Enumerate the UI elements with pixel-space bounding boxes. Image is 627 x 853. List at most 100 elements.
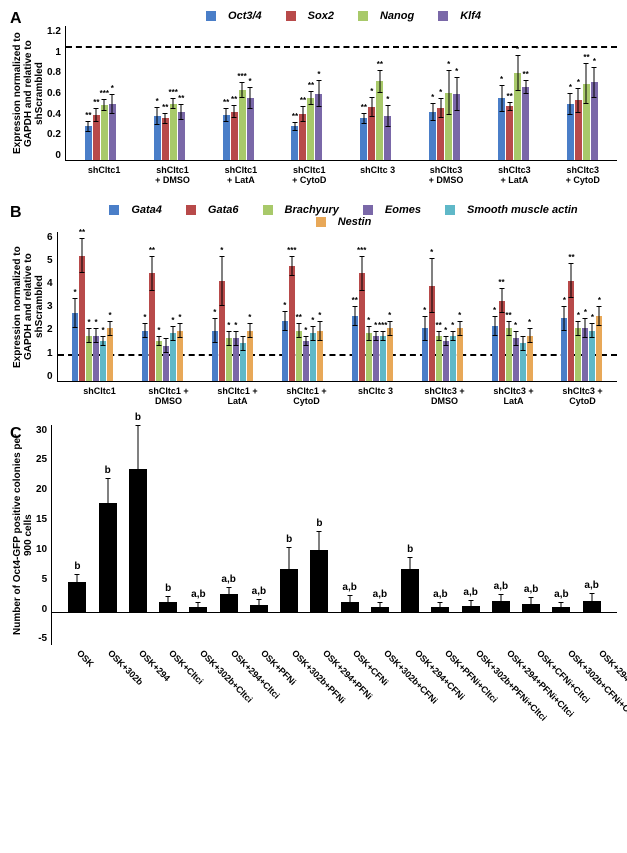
bar: * [582,328,588,381]
legend-item: Smooth muscle actin [439,204,584,216]
bar-group: ******* [72,256,113,381]
error-bar [302,106,303,122]
error-bar [440,602,441,612]
bar: a,b [492,601,510,614]
bar: * [498,98,505,160]
significance-label: * [157,327,160,335]
panel-c-yaxis: 302520151050-5 [36,425,51,646]
error-bar [363,113,364,124]
error-bar [379,70,380,93]
significance-label: *** [100,90,109,98]
error-bar [578,88,579,113]
error-bar [318,80,319,107]
ytick: 4 [47,278,53,289]
bar [520,343,526,381]
bar: * [366,333,372,381]
significance-label: a,b [433,590,447,600]
bar: * [107,328,113,381]
ytick: 1 [47,47,61,58]
xlabel: shCltc1 [65,387,134,407]
bar: a,b [522,604,540,613]
bar: * [177,331,183,381]
significance-label: ** [308,82,314,90]
panel-a: A Oct3/4Sox2NanogKlf4 Expression normali… [10,10,617,186]
error-bar [586,63,587,104]
significance-label: * [234,322,237,330]
bar-group: ****** [360,81,391,160]
significance-label: * [451,322,454,330]
error-bar [571,263,572,298]
error-bar [470,600,471,611]
xlabel: shCltc1+ DMSO [138,166,206,186]
legend-swatch [263,205,273,215]
error-bar [517,55,518,91]
error-bar [564,306,565,331]
significance-label: * [283,302,286,310]
error-bar [107,478,108,528]
bar: a,b [341,602,359,613]
significance-label: * [108,312,111,320]
error-bar [96,328,97,343]
bar-group: ******* [492,301,533,381]
bar: * [589,331,595,381]
bar: ** [499,301,505,381]
significance-label: * [423,307,426,315]
error-bar [242,336,243,351]
bar: b [280,569,298,613]
legend-label: Klf4 [460,10,481,22]
error-bar [144,323,145,338]
significance-label: ** [93,99,99,107]
significance-label: * [444,327,447,335]
bar: * [437,108,444,160]
bar: b [310,550,328,613]
bar: ** [296,331,302,381]
error-bar [531,597,532,610]
error-bar [501,288,502,313]
bar: * [514,73,521,160]
error-bar [438,331,439,341]
xlabel: shCltc 3 [344,166,412,186]
error-bar [387,105,388,128]
ytick: 0 [47,371,53,382]
significance-label: * [73,289,76,297]
bar: * [443,341,449,381]
xlabel: shCltc1 +DMSO [134,387,203,407]
error-bar [509,102,510,111]
error-bar [500,594,501,607]
significance-label: * [178,314,181,322]
error-bar [110,321,111,336]
significance-label: a,b [494,582,508,592]
error-bar [494,316,495,336]
significance-label: a,b [554,590,568,600]
error-bar [228,587,229,602]
error-bar [310,91,311,105]
error-bar [312,326,313,341]
significance-label: * [455,68,458,76]
bar: * [315,94,322,160]
significance-label: a,b [191,590,205,600]
ytick: -5 [36,633,47,644]
error-bar [289,547,290,591]
bar: a,b [583,601,601,614]
panel-b-label: B [10,204,22,222]
significance-label: * [248,314,251,322]
error-bar [448,70,449,115]
significance-label: * [374,322,377,330]
bar: ** [223,115,230,160]
xlabel: OSK+CFNi+Cltci [535,648,592,705]
bar: *** [289,266,295,381]
xlabel: shCltc3+ DMSO [412,166,480,186]
error-bar [368,326,369,341]
bar-group: ******** [85,104,116,160]
bar: * [373,336,379,381]
bar: a,b [462,606,480,614]
legend-item: Brachyury [257,204,345,216]
significance-label: ** [505,312,511,320]
panel-c-ylabel: Number of Oct4-GFP positive colonies per… [10,425,36,645]
bar-group: ***** [567,82,598,160]
bar: ** [568,281,574,381]
error-bar [96,108,97,122]
panel-b-xlabels: shCltc1shCltc1 +DMSOshCltc1 +LatAshCltc1… [65,387,617,407]
bar: ** [85,126,92,160]
significance-label: ** [162,104,168,112]
